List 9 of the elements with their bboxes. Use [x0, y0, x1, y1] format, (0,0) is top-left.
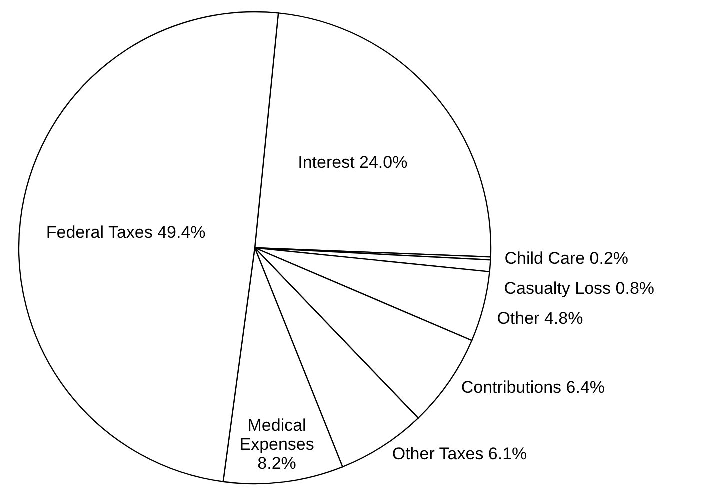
slice-label: Casualty Loss 0.8% [504, 279, 655, 298]
slice-label: Child Care 0.2% [504, 249, 629, 268]
slice-label: Contributions 6.4% [461, 378, 606, 397]
slice-label: Medical Expenses [240, 416, 314, 454]
slice-label: Other 4.8% [497, 309, 584, 328]
slice-label: Federal Taxes 49.4% [46, 222, 206, 242]
slice-label: Interest 24.0% [298, 152, 408, 172]
data-label: 8.2% [258, 454, 296, 473]
slice-label: Other Taxes 6.1% [392, 444, 528, 464]
